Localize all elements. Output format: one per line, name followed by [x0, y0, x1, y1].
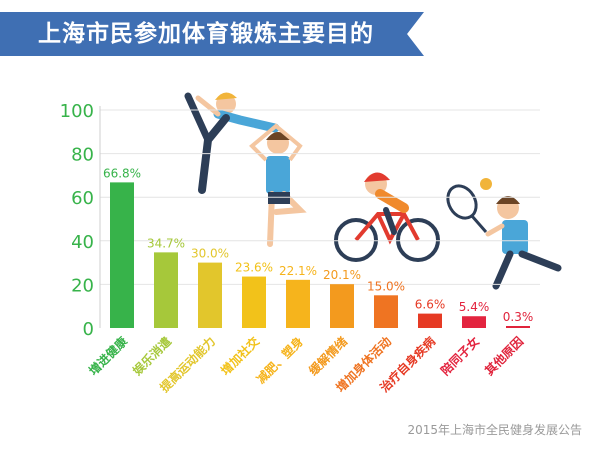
data-label: 22.1% [279, 264, 317, 278]
title-banner: 上海市民参加体育锻炼主要目的 [0, 12, 424, 56]
bar [110, 182, 134, 328]
source-note: 2015年上海市全民健身发展公告 [407, 423, 582, 437]
cyclist-illustration [334, 172, 440, 262]
y-tick-label: 0 [83, 319, 94, 340]
x-tick-label: 缓解情绪 [306, 334, 351, 379]
bar [198, 262, 222, 328]
bar [374, 295, 398, 328]
y-tick-label: 40 [71, 232, 94, 253]
bar [506, 326, 530, 328]
data-label: 15.0% [367, 279, 405, 293]
data-label: 66.8% [103, 166, 141, 180]
data-label: 23.6% [235, 261, 273, 275]
data-label: 34.7% [147, 236, 185, 250]
x-tick-label: 其他原因 [482, 334, 527, 379]
bar [154, 252, 178, 328]
bar [286, 279, 310, 328]
x-tick-label: 减肥、塑身 [253, 334, 306, 387]
y-tick-label: 20 [71, 275, 94, 296]
y-tick-label: 80 [71, 145, 94, 166]
y-tick-label: 60 [71, 188, 94, 209]
data-label: 30.0% [191, 247, 229, 261]
tennis-player-illustration [446, 178, 562, 290]
data-label: 20.1% [323, 268, 361, 282]
x-tick-label: 增加社交 [218, 334, 263, 379]
data-label: 6.6% [415, 298, 446, 312]
chart-title: 上海市民参加体育锻炼主要目的 [38, 21, 374, 47]
yoga-man-illustration [249, 123, 307, 247]
bar [242, 276, 266, 328]
data-label: 0.3% [503, 310, 534, 324]
bar [462, 316, 486, 328]
y-tick-label: 100 [60, 101, 94, 122]
bar [330, 284, 354, 328]
bar [418, 313, 442, 328]
yoga-woman-illustration [184, 92, 280, 194]
x-tick-label: 娱乐消遣 [130, 334, 175, 379]
data-label: 5.4% [459, 300, 490, 314]
x-tick-label: 陪同子女 [438, 334, 483, 379]
